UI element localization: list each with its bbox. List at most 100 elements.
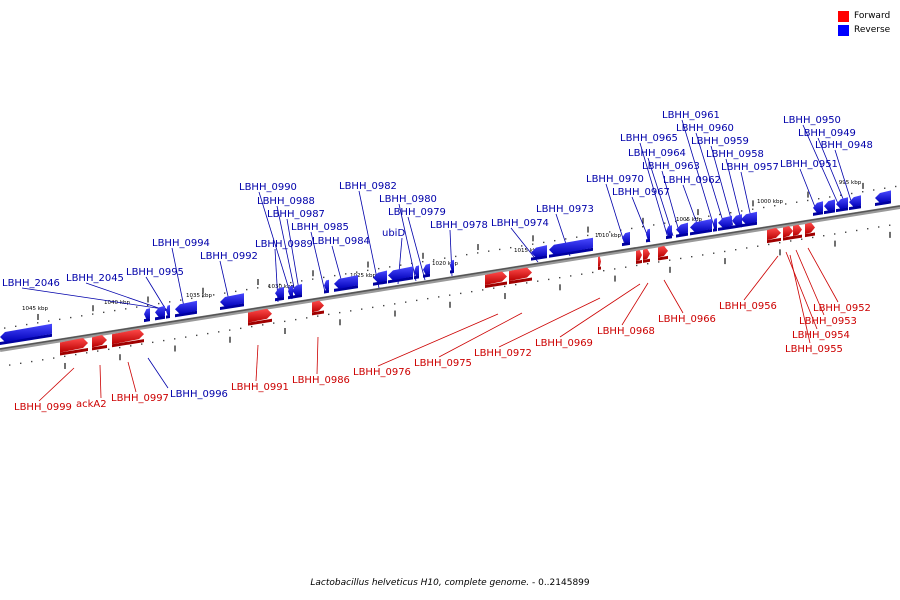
gene-label-lbhh-0954[interactable]: LBHH_0954 [792, 330, 850, 341]
reverse-gene[interactable] [423, 263, 430, 278]
forward-gene[interactable] [783, 226, 793, 241]
forward-gene[interactable] [485, 271, 507, 288]
gene-label-lbhh-0958[interactable]: LBHH_0958 [706, 149, 764, 160]
forward-gene[interactable] [767, 227, 781, 244]
gene-label-lbhh-0959[interactable]: LBHH_0959 [691, 136, 749, 147]
reverse-gene[interactable] [450, 259, 454, 274]
gene-label-lbhh-0952[interactable]: LBHH_0952 [813, 303, 871, 314]
gene-label-lbhh-0989[interactable]: LBHH_0989 [255, 239, 313, 250]
gene-label-lbhh-0964[interactable]: LBHH_0964 [628, 148, 686, 159]
gene-label-acka2[interactable]: ackA2 [76, 399, 107, 410]
gene-label-lbhh-0949[interactable]: LBHH_0949 [798, 128, 856, 139]
gene-label-lbhh-0976[interactable]: LBHH_0976 [353, 367, 411, 378]
reverse-gene[interactable] [824, 199, 835, 215]
reverse-gene[interactable] [144, 308, 150, 323]
gene-label-ubid[interactable]: ubiD [382, 228, 405, 239]
gene-label-lbhh-0972[interactable]: LBHH_0972 [474, 348, 532, 359]
minor-tick-upper [411, 262, 413, 265]
forward-gene[interactable] [312, 300, 324, 316]
gene-label-lbhh-0995[interactable]: LBHH_0995 [126, 267, 184, 278]
reverse-gene[interactable] [836, 197, 848, 213]
gene-label-lbhh-0991[interactable]: LBHH_0991 [231, 382, 289, 393]
forward-gene[interactable] [92, 334, 107, 351]
gene-label-lbhh-0970[interactable]: LBHH_0970 [586, 174, 644, 185]
gene-label-lbhh-0960[interactable]: LBHH_0960 [676, 123, 734, 134]
forward-gene[interactable] [793, 224, 802, 240]
gene-label-lbhh-2045[interactable]: LBHH_2045 [66, 273, 124, 284]
gene-label-lbhh-0957[interactable]: LBHH_0957 [721, 162, 779, 173]
gene-label-lbhh-0974[interactable]: LBHH_0974 [491, 218, 549, 229]
minor-tick-lower [625, 266, 627, 268]
gene-label-lbhh-0948[interactable]: LBHH_0948 [815, 140, 873, 151]
gene-label-lbhh-0955[interactable]: LBHH_0955 [785, 344, 843, 355]
gene-label-lbhh-0988[interactable]: LBHH_0988 [257, 196, 315, 207]
reverse-gene[interactable] [690, 218, 712, 236]
gene-label-lbhh-0966[interactable]: LBHH_0966 [658, 314, 716, 325]
forward-gene[interactable] [805, 222, 815, 238]
gene-label-lbhh-0973[interactable]: LBHH_0973 [536, 204, 594, 215]
reverse-gene[interactable] [166, 304, 170, 319]
leader-line [310, 231, 326, 293]
gene-label-lbhh-0987[interactable]: LBHH_0987 [267, 209, 325, 220]
gene-label-lbhh-0997[interactable]: LBHH_0997 [111, 393, 169, 404]
gene-label-lbhh-0975[interactable]: LBHH_0975 [414, 358, 472, 369]
forward-gene[interactable] [248, 308, 272, 326]
gene-label-lbhh-0950[interactable]: LBHH_0950 [783, 115, 841, 126]
gene-label-lbhh-0969[interactable]: LBHH_0969 [535, 338, 593, 349]
gene-label-lbhh-0953[interactable]: LBHH_0953 [799, 316, 857, 327]
gene-label-lbhh-0956[interactable]: LBHH_0956 [719, 301, 777, 312]
reverse-gene[interactable] [288, 285, 293, 300]
gene-label-lbhh-0996[interactable]: LBHH_0996 [170, 389, 228, 400]
gene-label-lbhh-0986[interactable]: LBHH_0986 [292, 375, 350, 386]
reverse-gene[interactable] [531, 245, 547, 261]
reverse-gene[interactable] [220, 293, 244, 311]
forward-gene[interactable] [60, 338, 88, 356]
gene-label-lbhh-0978[interactable]: LBHH_0978 [430, 220, 488, 231]
forward-gene[interactable] [112, 329, 144, 348]
forward-gene[interactable] [598, 256, 601, 270]
reverse-gene[interactable] [275, 286, 284, 302]
reverse-gene[interactable] [849, 195, 861, 211]
reverse-gene[interactable] [155, 305, 165, 321]
gene-label-lbhh-2046[interactable]: LBHH_2046 [2, 278, 60, 289]
gene-label-lbhh-0985[interactable]: LBHH_0985 [291, 222, 349, 233]
reverse-gene[interactable] [549, 237, 593, 258]
reverse-gene[interactable] [813, 201, 823, 216]
reverse-gene[interactable] [718, 215, 732, 231]
reverse-gene[interactable] [324, 279, 329, 294]
reverse-gene[interactable] [676, 222, 688, 238]
gene-label-lbhh-0994[interactable]: LBHH_0994 [152, 238, 210, 249]
reverse-gene[interactable] [373, 270, 387, 286]
gene-label-lbhh-0963[interactable]: LBHH_0963 [642, 161, 700, 172]
gene-label-lbhh-0979[interactable]: LBHH_0979 [388, 207, 446, 218]
gene-label-lbhh-0951[interactable]: LBHH_0951 [780, 159, 838, 170]
reverse-gene[interactable] [0, 323, 52, 345]
gene-label-lbhh-0962[interactable]: LBHH_0962 [663, 175, 721, 186]
reverse-gene[interactable] [666, 225, 672, 240]
gene-label-lbhh-0967[interactable]: LBHH_0967 [612, 187, 670, 198]
gene-label-lbhh-0990[interactable]: LBHH_0990 [239, 182, 297, 193]
gene-label-lbhh-0999[interactable]: LBHH_0999 [14, 402, 72, 413]
reverse-gene[interactable] [622, 231, 630, 247]
forward-gene[interactable] [658, 245, 668, 261]
reverse-gene[interactable] [388, 266, 413, 284]
reverse-gene[interactable] [334, 275, 358, 292]
reverse-gene[interactable] [646, 228, 650, 243]
gene-label-lbhh-0982[interactable]: LBHH_0982 [339, 181, 397, 192]
gene-label-lbhh-0961[interactable]: LBHH_0961 [662, 110, 720, 121]
gene-label-lbhh-0992[interactable]: LBHH_0992 [200, 251, 258, 262]
reverse-gene[interactable] [292, 284, 302, 299]
forward-gene[interactable] [643, 248, 650, 263]
forward-gene[interactable] [636, 249, 642, 264]
gene-label-lbhh-0968[interactable]: LBHH_0968 [597, 326, 655, 337]
reverse-gene[interactable] [414, 265, 419, 280]
reverse-gene[interactable] [741, 211, 757, 228]
gene-label-lbhh-0980[interactable]: LBHH_0980 [379, 194, 437, 205]
gene-label-lbhh-0965[interactable]: LBHH_0965 [620, 133, 678, 144]
reverse-gene[interactable] [732, 214, 742, 229]
reverse-gene[interactable] [875, 190, 891, 206]
reverse-gene[interactable] [175, 300, 197, 318]
gene-label-lbhh-0984[interactable]: LBHH_0984 [312, 236, 370, 247]
forward-gene[interactable] [509, 267, 532, 285]
reverse-gene[interactable] [713, 218, 717, 232]
